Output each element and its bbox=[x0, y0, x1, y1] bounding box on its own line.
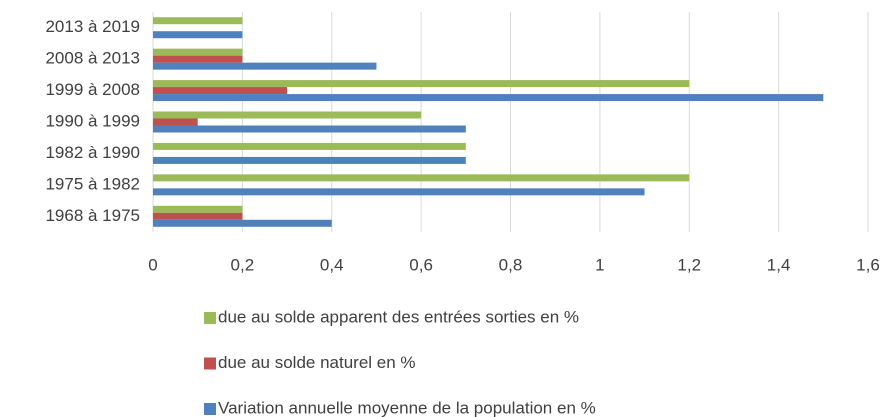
bar bbox=[153, 174, 690, 182]
legend-label: due au solde naturel en % bbox=[218, 353, 416, 372]
bar bbox=[153, 55, 243, 63]
x-tick-label: 1,2 bbox=[677, 255, 701, 274]
bar bbox=[153, 31, 243, 39]
bar bbox=[153, 62, 377, 70]
x-tick-label: 1,6 bbox=[856, 255, 880, 274]
bar bbox=[153, 125, 466, 133]
y-tick-label: 1990 à 1999 bbox=[45, 111, 140, 130]
y-tick-label: 2013 à 2019 bbox=[45, 17, 140, 36]
bar bbox=[153, 118, 198, 126]
y-tick-label: 1982 à 1990 bbox=[45, 143, 140, 162]
bar bbox=[153, 205, 243, 213]
bar bbox=[153, 17, 243, 25]
y-tick-label: 1999 à 2008 bbox=[45, 80, 140, 99]
y-tick-label: 1968 à 1975 bbox=[45, 206, 140, 225]
bar bbox=[153, 48, 243, 56]
x-tick-label: 1,4 bbox=[767, 255, 791, 274]
y-tick-label: 1975 à 1982 bbox=[45, 174, 140, 193]
x-tick-label: 0,4 bbox=[320, 255, 344, 274]
bar bbox=[153, 188, 645, 196]
bar bbox=[153, 212, 243, 220]
bar bbox=[153, 219, 332, 227]
x-tick-label: 0,6 bbox=[409, 255, 433, 274]
x-tick-label: 1 bbox=[595, 255, 604, 274]
x-tick-label: 0,2 bbox=[231, 255, 255, 274]
bar bbox=[153, 87, 288, 95]
x-tick-label: 0 bbox=[148, 255, 157, 274]
bar bbox=[153, 111, 422, 119]
bar bbox=[153, 80, 690, 88]
bar bbox=[153, 142, 466, 150]
bar bbox=[153, 156, 466, 164]
legend-swatch bbox=[204, 357, 216, 370]
legend-label: Variation annuelle moyenne de la populat… bbox=[218, 398, 596, 417]
bar bbox=[153, 94, 824, 102]
x-tick-label: 0,8 bbox=[499, 255, 523, 274]
legend-label: due au solde apparent des entrées sortie… bbox=[218, 307, 579, 326]
legend-swatch bbox=[204, 312, 216, 324]
y-tick-label: 2008 à 2013 bbox=[45, 49, 140, 68]
legend-swatch bbox=[204, 403, 216, 415]
